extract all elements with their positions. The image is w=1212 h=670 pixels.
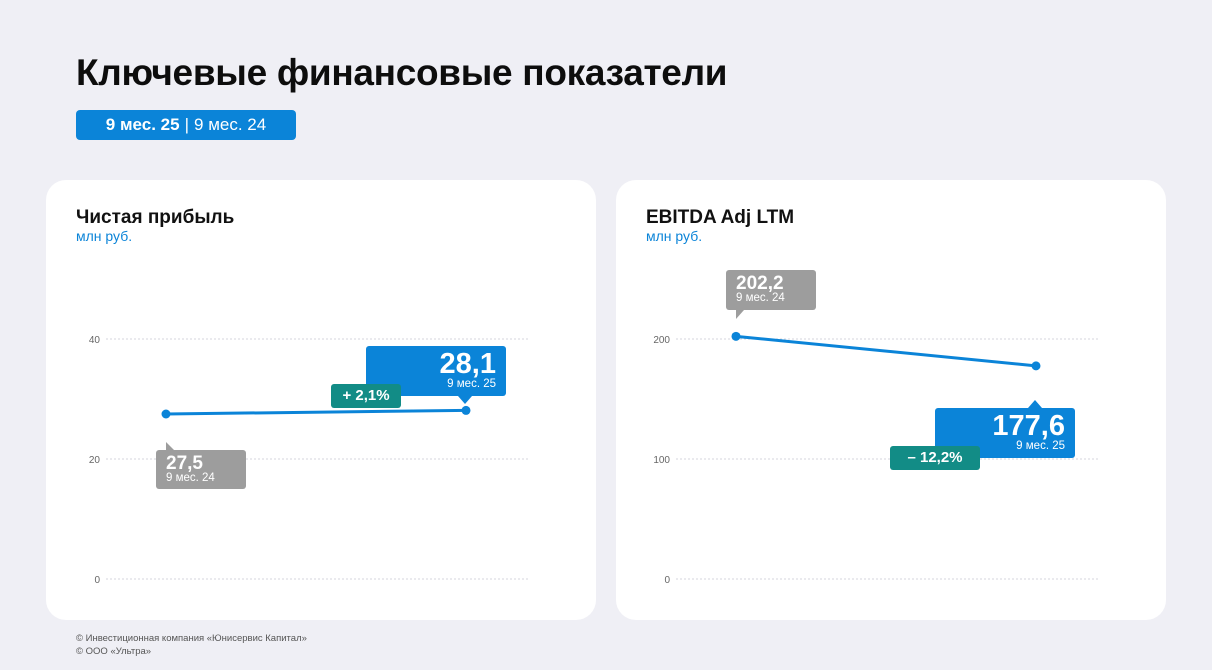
period-label: 9 мес. 24 <box>166 472 215 484</box>
y-tick-label: 40 <box>89 335 101 346</box>
period-option-previous[interactable]: 9 мес. 24 <box>194 115 267 134</box>
value-label: 177,6 <box>992 410 1065 442</box>
data-point <box>161 409 171 419</box>
value-callout-current: 177,6 9 мес. 25 <box>935 400 1075 458</box>
period-option-current[interactable]: 9 мес. 25 <box>105 115 180 134</box>
footer-copyright-2: © ООО «Ультра» <box>76 646 152 657</box>
callout-pointer <box>1028 400 1042 408</box>
callout-pointer <box>166 442 174 450</box>
value-label: 28,1 <box>439 348 496 380</box>
net-profit-chart: 0 20 40 <box>89 335 528 586</box>
y-tick-label: 100 <box>653 455 670 466</box>
change-badge: + 2,1% <box>331 384 401 408</box>
callout-pointer <box>458 396 472 404</box>
value-label: 27,5 <box>166 453 203 474</box>
change-badge: – 12,2% <box>890 446 980 470</box>
y-tick-label: 0 <box>664 575 670 586</box>
value-callout-previous: 202,2 9 мес. 24 <box>726 270 816 319</box>
period-label: 9 мес. 24 <box>736 292 785 304</box>
period-label: 9 мес. 25 <box>1016 440 1065 452</box>
data-point <box>1031 361 1041 371</box>
callout-pointer <box>736 310 744 319</box>
chart-unit: млн руб. <box>646 228 703 244</box>
y-tick-label: 200 <box>653 335 670 346</box>
series-line <box>734 334 1038 368</box>
chart-card-ebitda: EBITDA Adj LTM млн руб. 0 100 200 202,2 9 … <box>616 180 1166 620</box>
footer-copyright-1: © Инвестиционная компания «Юнисервис Кап… <box>76 633 307 644</box>
ebitda-chart: 0 100 200 <box>653 331 1098 586</box>
period-toggle[interactable]: 9 мес. 25 | 9 мес. 24 <box>76 110 296 140</box>
value-label: 202,2 <box>736 273 784 294</box>
data-point <box>461 405 471 415</box>
footer: © Инвестиционная компания «Юнисервис Кап… <box>76 632 307 658</box>
data-point <box>731 331 741 341</box>
chart-unit: млн руб. <box>76 228 133 244</box>
y-tick-label: 20 <box>89 455 101 466</box>
chart-card-net-profit: Чистая прибыль млн руб. 0 20 40 27,5 9 мес… <box>46 180 596 620</box>
period-label: 9 мес. 25 <box>447 378 496 390</box>
chart-title: Чистая прибыль <box>76 207 235 228</box>
series-line <box>164 408 468 416</box>
chart-title: EBITDA Adj LTM <box>646 207 795 228</box>
value-callout-previous: 27,5 9 мес. 24 <box>156 442 246 489</box>
page-title: Ключевые финансовые показатели <box>76 52 728 93</box>
y-tick-label: 0 <box>94 575 100 586</box>
period-separator: | <box>184 115 190 134</box>
